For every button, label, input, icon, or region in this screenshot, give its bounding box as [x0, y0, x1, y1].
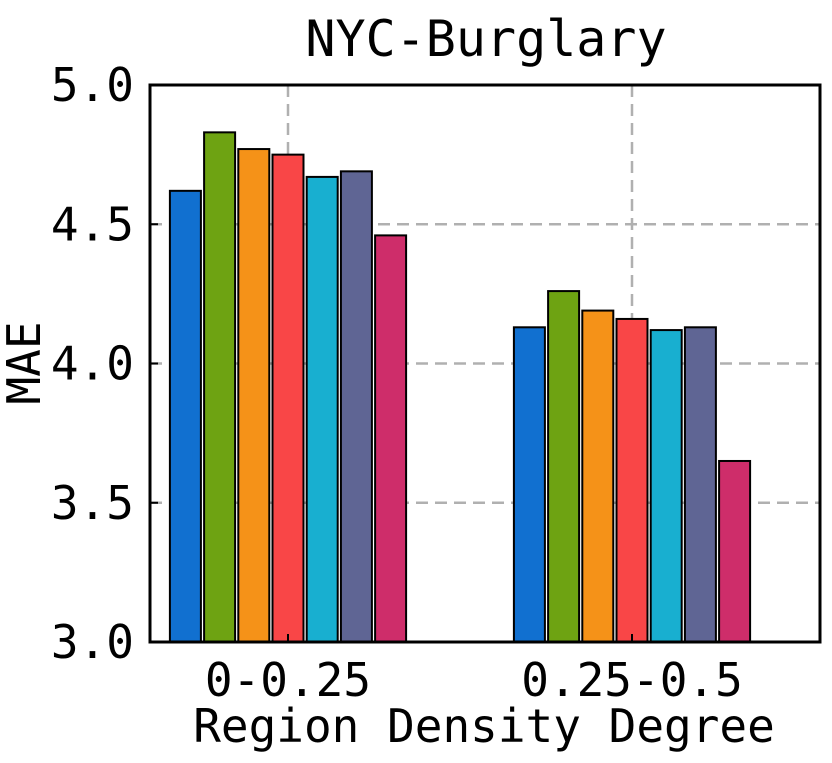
chart-title: NYC-Burglary — [305, 10, 666, 68]
x-tick-label: 0.25-0.5 — [521, 653, 743, 707]
y-axis-title: MAE — [0, 321, 51, 404]
y-tick-label: 3.5 — [51, 476, 134, 530]
tick-layer: 3.0 3.5 4.0 4.5 5.0 0-0.25 0.25-0.5 — [51, 58, 743, 707]
bar-series-4-0-0.25 — [271, 153, 305, 643]
bar-series-2-0.25-0.5 — [547, 290, 581, 643]
bar-layer — [168, 131, 752, 644]
y-tick-label: 4.0 — [51, 337, 134, 391]
bar-series-2-0-0.25 — [203, 131, 237, 643]
bar-series-7-0.25-0.5 — [718, 459, 752, 643]
bar-series-3-0-0.25 — [237, 148, 271, 643]
y-tick-label: 3.0 — [51, 615, 134, 669]
bar-series-6-0-0.25 — [339, 170, 373, 644]
x-tick-label: 0-0.25 — [205, 653, 371, 707]
x-axis-title: Region Density Degree — [193, 699, 775, 753]
bar-series-1-0-0.25 — [168, 189, 202, 644]
y-tick-label: 4.5 — [51, 197, 134, 251]
bar-series-5-0-0.25 — [305, 175, 339, 643]
bar-series-6-0.25-0.5 — [683, 326, 717, 643]
bar-series-4-0.25-0.5 — [615, 317, 649, 643]
bar-series-7-0-0.25 — [374, 234, 408, 643]
bar-series-5-0.25-0.5 — [649, 329, 683, 643]
bar-series-1-0.25-0.5 — [512, 326, 546, 643]
bar-series-3-0.25-0.5 — [581, 309, 615, 643]
plot-frame — [148, 83, 822, 644]
y-tick-label: 5.0 — [51, 58, 134, 112]
